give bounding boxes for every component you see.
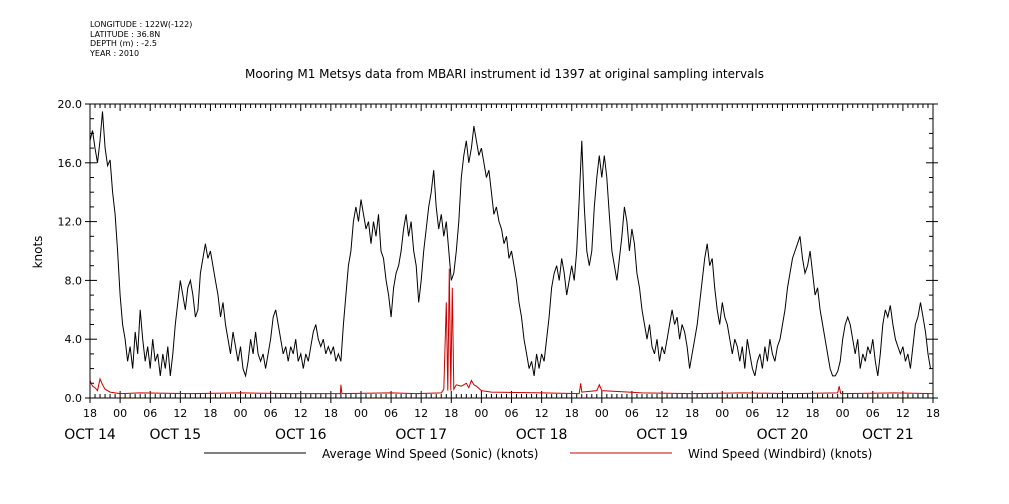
x-tick-label: 00 [595,407,609,420]
x-tick-label: 00 [113,407,127,420]
legend-label-sonic: Average Wind Speed (Sonic) (knots) [322,447,538,461]
depth-label: DEPTH (m) : -2.5 [90,39,157,48]
x-tick-label: 12 [896,407,910,420]
latitude-label: LATITUDE : 36.8N [90,29,161,39]
x-tick-label: 00 [234,407,248,420]
x-tick-label: 06 [866,407,880,420]
y-tick-label: 4.0 [65,333,83,346]
x-tick-label: 18 [565,407,579,420]
series-line-sonic [89,111,931,378]
x-tick-label: 00 [474,407,488,420]
series-lines [89,111,934,395]
x-tick-label: 18 [685,407,699,420]
x-date-label: OCT 19 [636,427,688,443]
plot-frame [89,103,934,399]
x-tick-label: 18 [926,407,940,420]
x-tick-label: 00 [715,407,729,420]
x-tick-label: 12 [535,407,549,420]
y-tick-label: 8.0 [65,274,83,287]
x-date-label: OCT 21 [862,427,914,443]
x-date-label: OCT 16 [275,427,327,443]
x-tick-label: 00 [836,407,850,420]
x-date-label: OCT 17 [395,427,447,443]
legend: Average Wind Speed (Sonic) (knots) Wind … [204,447,872,461]
x-tick-label: 06 [745,407,759,420]
station-metadata: LONGITUDE : 122W(-122) LATITUDE : 36.8N … [90,20,192,58]
x-tick-label: 12 [414,407,428,420]
x-tick-label: 18 [324,407,338,420]
y-tick-label: 20.0 [58,98,83,111]
x-tick-label: 00 [354,407,368,420]
x-tick-label: 06 [143,407,157,420]
x-tick-label: 06 [384,407,398,420]
x-tick-label: 18 [806,407,820,420]
y-tick-label: 12.0 [58,216,83,229]
x-tick-label: 06 [625,407,639,420]
x-date-label: OCT 18 [516,427,568,443]
x-tick-label: 06 [505,407,519,420]
x-tick-label: 12 [655,407,669,420]
x-date-label: OCT 14 [64,427,116,443]
y-tick-label: 16.0 [58,157,83,170]
axis-labels: 18 00 06 12 18 00 06 12 18 00 06 12 18 00 06 12 18 00 06 12… [58,98,941,443]
x-tick-label: 18 [83,407,97,420]
longitude-label: LONGITUDE : 122W(-122) [90,20,193,29]
chart-title: Mooring M1 Metsys data from MBARI instru… [245,67,764,81]
series-line-windbird [89,268,934,395]
year-label: YEAR : 2010 [90,48,140,58]
x-date-label: OCT 15 [149,427,201,443]
x-tick-label: 18 [444,407,458,420]
y-axis-title: knots [31,236,45,269]
legend-label-windbird: Wind Speed (Windbird) (knots) [688,447,872,461]
x-tick-label: 06 [264,407,278,420]
y-tick-label: 0.0 [65,392,83,405]
x-tick-label: 12 [775,407,789,420]
x-date-label: OCT 20 [757,427,809,443]
x-tick-label: 12 [294,407,308,420]
x-tick-label: 18 [203,407,217,420]
x-tick-label: 12 [173,407,187,420]
